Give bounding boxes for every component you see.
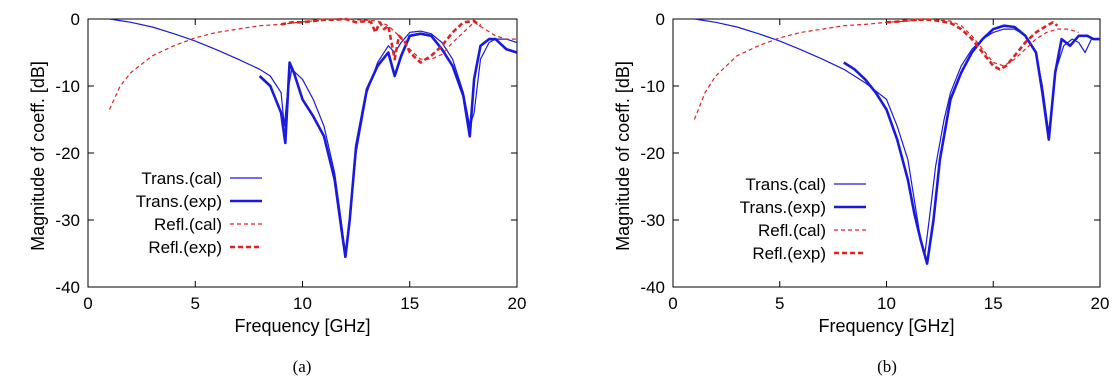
legend-label: Trans.(exp) [136, 192, 222, 211]
y-tick-label: -40 [640, 278, 665, 297]
x-axis-label: Frequency [GHz] [818, 316, 954, 336]
series-line-refl-exp [280, 17, 482, 64]
y-axis-label: Magnitude of coeff. [dB] [613, 61, 633, 251]
x-tick-label: 10 [293, 294, 312, 313]
chart-panel-b: 0 5 10 15 20 0 -10 -20 -30 -40 Frequency [GHz] Magn… [613, 10, 1109, 376]
x-tick-label: 15 [984, 294, 1003, 313]
x-tick-label: 15 [400, 294, 419, 313]
y-tick-label: -40 [55, 278, 80, 297]
y-tick-label: -20 [640, 144, 665, 163]
x-tick-label: 20 [1091, 294, 1110, 313]
y-tick-label: 0 [71, 10, 80, 29]
legend-label: Refl.(exp) [148, 238, 222, 257]
chart-panel-a: 0 5 10 15 20 0 -10 -20 -30 -40 Frequency [GHz] Magn… [28, 10, 526, 376]
y-tick-label: -30 [55, 211, 80, 230]
x-axis-label: Frequency [GHz] [234, 316, 370, 336]
x-tick-label: 5 [191, 294, 200, 313]
legend-label: Refl.(cal) [154, 215, 222, 234]
y-tick-label: -20 [55, 144, 80, 163]
x-tick-label: 0 [668, 294, 677, 313]
y-tick-label: -10 [640, 77, 665, 96]
panel-caption: (a) [293, 357, 312, 376]
series-line-trans-exp [258, 32, 517, 259]
y-tick-label: 0 [656, 10, 665, 29]
legend-label: Trans.(exp) [740, 198, 826, 217]
x-tick-label: 10 [877, 294, 896, 313]
legend-label: Trans.(cal) [141, 169, 222, 188]
series-line-refl-exp [886, 18, 1059, 71]
series-line-refl-cal [693, 19, 1079, 120]
y-tick-label: -30 [640, 211, 665, 230]
legend: Trans.(cal) Trans.(exp) Refl.(cal) Refl.(ex… [740, 175, 866, 263]
legend-label: Trans.(cal) [745, 175, 826, 194]
y-tick-label: -10 [55, 77, 80, 96]
x-tick-label: 5 [775, 294, 784, 313]
x-tick-label: 20 [508, 294, 527, 313]
panel-caption: (b) [877, 357, 897, 376]
series-line-refl-cal [108, 18, 517, 110]
series-line-trans-exp [843, 24, 1100, 265]
y-axis-label: Magnitude of coeff. [dB] [28, 61, 48, 251]
x-tick-label: 0 [83, 294, 92, 313]
legend: Trans.(cal) Trans.(exp) Refl.(cal) Refl.(ex… [136, 169, 262, 257]
legend-label: Refl.(exp) [752, 244, 826, 263]
legend-label: Refl.(cal) [758, 221, 826, 240]
